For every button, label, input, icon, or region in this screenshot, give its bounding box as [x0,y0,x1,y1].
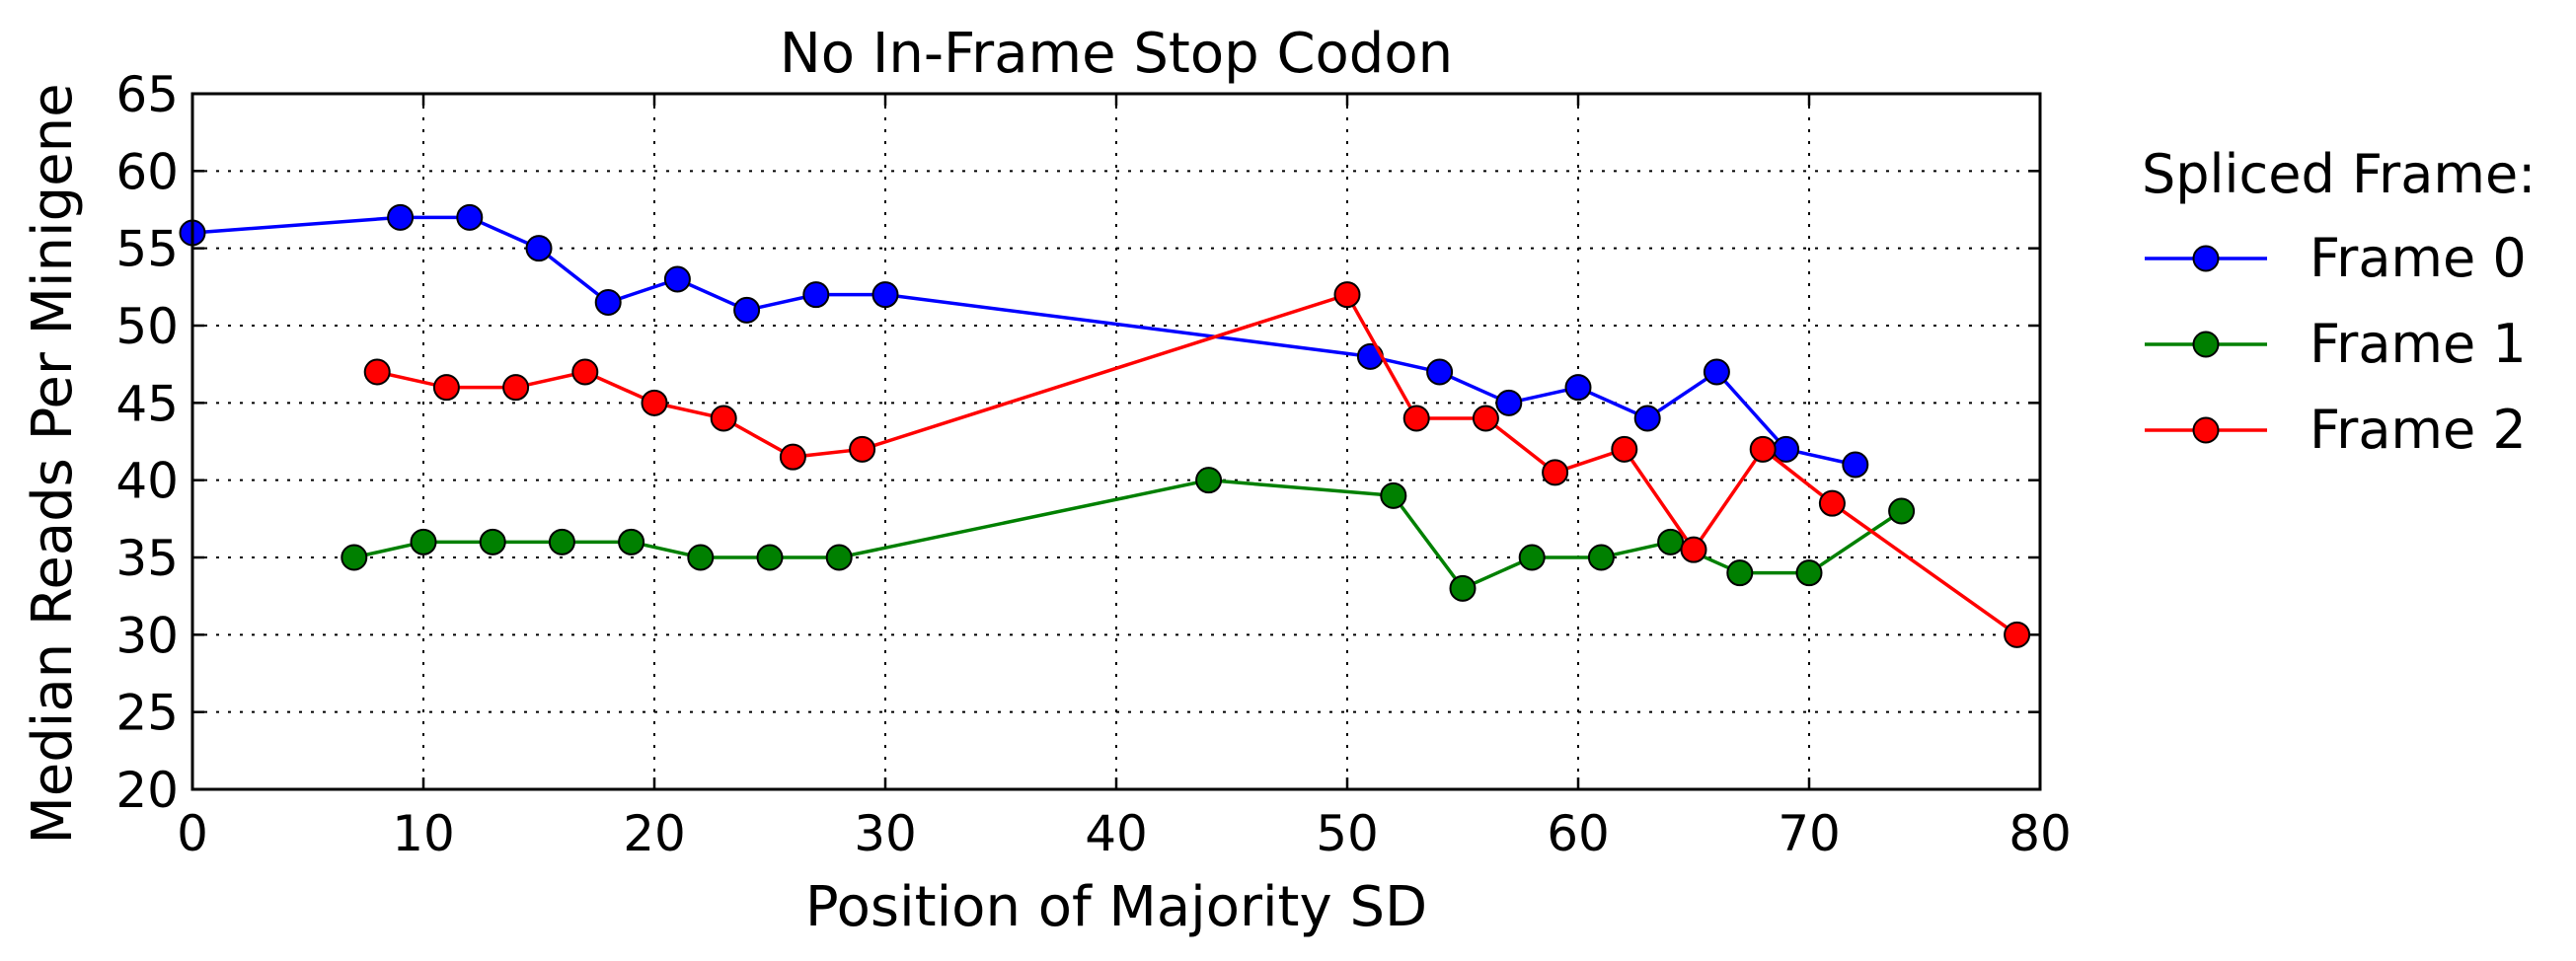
legend-marker [2192,416,2220,444]
data-point-frame-2 [1333,281,1361,309]
data-point-frame-2 [363,358,391,386]
x-tick-label: 0 [177,805,208,862]
data-point-frame-2 [571,358,599,386]
data-point-frame-2 [502,374,530,402]
legend-marker [2192,331,2220,358]
data-point-frame-2 [1818,489,1846,517]
y-tick-label: 60 [115,143,179,200]
x-tick-label: 10 [392,805,455,862]
x-tick-label: 80 [2008,805,2072,862]
legend-marker [2192,245,2220,272]
data-point-frame-0 [387,203,415,231]
data-point-frame-0 [733,296,761,324]
legend-label: Frame 2 [2310,399,2527,461]
y-tick-label: 45 [115,375,179,432]
data-point-frame-0 [1633,405,1661,432]
x-tick-label: 30 [854,805,917,862]
data-point-frame-1 [1380,481,1407,509]
series-line-frame-0 [191,215,1856,467]
y-tick-label: 20 [115,762,179,819]
data-point-frame-1 [1518,544,1546,571]
data-point-frame-1 [1449,574,1477,602]
data-point-frame-1 [687,544,715,571]
chart-title: No In-Frame Stop Codon [780,22,1453,86]
y-axis-label: Median Reads Per Minigene [21,83,85,844]
data-point-frame-2 [432,374,460,402]
x-tick-label: 50 [1316,805,1379,862]
legend-item-frame-1: Frame 1 [2145,313,2527,375]
data-point-frame-1 [1888,497,1916,525]
data-point-frame-0 [1842,451,1869,479]
x-tick-label: 70 [1778,805,1841,862]
series-line-frame-2 [376,292,2018,636]
data-point-frame-2 [1611,435,1638,463]
data-point-frame-0 [1773,435,1800,463]
x-tick-label: 60 [1547,805,1610,862]
data-point-frame-0 [594,289,622,316]
legend-item-frame-0: Frame 0 [2145,227,2527,289]
legend-item-frame-2: Frame 2 [2145,399,2527,461]
plot-frame [190,92,2042,791]
data-point-frame-1 [1726,559,1754,587]
data-point-frame-2 [2004,621,2031,648]
data-point-frame-2 [1680,536,1707,563]
data-point-frame-1 [825,544,853,571]
data-point-frame-2 [1749,435,1777,463]
x-tick-label: 20 [623,805,686,862]
data-point-frame-1 [1657,528,1685,555]
legend: Spliced Frame: Frame 0 Frame 1 Frame 2 [2142,143,2536,461]
data-point-frame-0 [871,281,899,309]
data-point-frame-0 [1564,374,1592,402]
data-point-frame-1 [1195,467,1223,494]
data-point-frame-1 [410,528,437,555]
y-tick-label: 65 [115,66,179,123]
data-point-frame-1 [548,528,575,555]
data-point-frame-1 [618,528,645,555]
data-point-frame-0 [456,203,484,231]
legend-title: Spliced Frame: [2142,143,2536,205]
data-point-frame-1 [341,544,368,571]
data-point-frame-0 [1426,358,1454,386]
data-point-frame-0 [663,265,691,293]
data-point-frame-1 [1795,559,1823,587]
data-point-frame-2 [1472,405,1499,432]
series-frame-0 [179,203,1869,479]
data-point-frame-0 [1495,389,1523,416]
legend-label: Frame 1 [2310,313,2527,375]
ticks-layer: 0 10 20 30 40 50 60 70 80 20 25 30 35 40 45 50 55 60 65 [115,66,2071,862]
data-point-frame-2 [641,389,668,416]
y-tick-label: 50 [115,298,179,355]
series-frame-1 [341,467,1916,602]
data-point-frame-2 [849,435,876,463]
data-point-frame-1 [1587,544,1615,571]
x-axis-label: Position of Majority SD [805,875,1427,939]
data-point-frame-0 [525,235,553,262]
data-point-frame-0 [802,281,830,309]
data-point-frame-2 [710,405,737,432]
data-point-frame-2 [1402,405,1430,432]
data-point-frame-0 [1703,358,1730,386]
y-tick-label: 30 [115,607,179,664]
data-point-frame-1 [756,544,784,571]
y-tick-label: 55 [115,221,179,278]
y-tick-label: 25 [115,685,179,742]
series-layer [179,203,2031,648]
series-frame-2 [363,281,2031,648]
y-tick-label: 35 [115,530,179,587]
y-tick-label: 40 [115,453,179,510]
legend-label: Frame 0 [2310,227,2527,289]
data-point-frame-2 [1542,459,1569,486]
legend-items: Frame 0 Frame 1 Frame 2 [2145,227,2527,461]
data-point-frame-1 [479,528,506,555]
data-point-frame-2 [779,443,806,471]
x-tick-label: 40 [1085,805,1148,862]
